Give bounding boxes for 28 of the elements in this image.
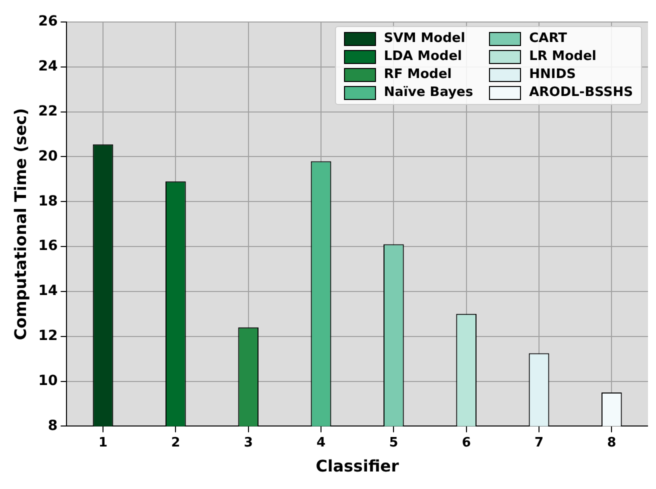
legend-label: RF Model	[384, 67, 452, 82]
y-axis-title: Computational Time (sec)	[10, 108, 30, 340]
x-tick-label: 8	[607, 435, 616, 450]
x-tick-label: 5	[389, 435, 398, 450]
y-tick-label: 16	[38, 238, 58, 254]
legend-label: CART	[529, 31, 568, 46]
y-tick-label: 14	[38, 283, 58, 300]
legend-label: SVM Model	[384, 31, 466, 46]
y-tick-label: 22	[38, 103, 58, 120]
y-tick-label: 8	[48, 418, 58, 434]
y-tick-label: 26	[38, 14, 58, 30]
y-tick-label: 24	[38, 58, 58, 75]
legend-label: LDA Model	[384, 49, 462, 64]
legend-label: LR Model	[529, 49, 596, 64]
x-tick-label: 3	[244, 435, 253, 450]
legend-label: Naïve Bayes	[384, 85, 474, 100]
x-tick-label: 1	[98, 435, 108, 450]
x-tick-label: 7	[534, 435, 544, 450]
x-tick-label: 2	[171, 435, 180, 450]
x-axis-title: Classifier	[316, 456, 400, 476]
x-tick-label: 4	[316, 435, 326, 450]
legend-label: HNIDS	[529, 67, 576, 82]
legend-label: ARODL-BSSHS	[529, 85, 633, 100]
y-tick-label: 18	[38, 193, 58, 210]
y-tick-label: 12	[38, 328, 58, 344]
y-tick-label: 10	[38, 372, 58, 389]
x-tick-label: 6	[462, 435, 471, 450]
y-tick-label: 20	[38, 148, 58, 164]
